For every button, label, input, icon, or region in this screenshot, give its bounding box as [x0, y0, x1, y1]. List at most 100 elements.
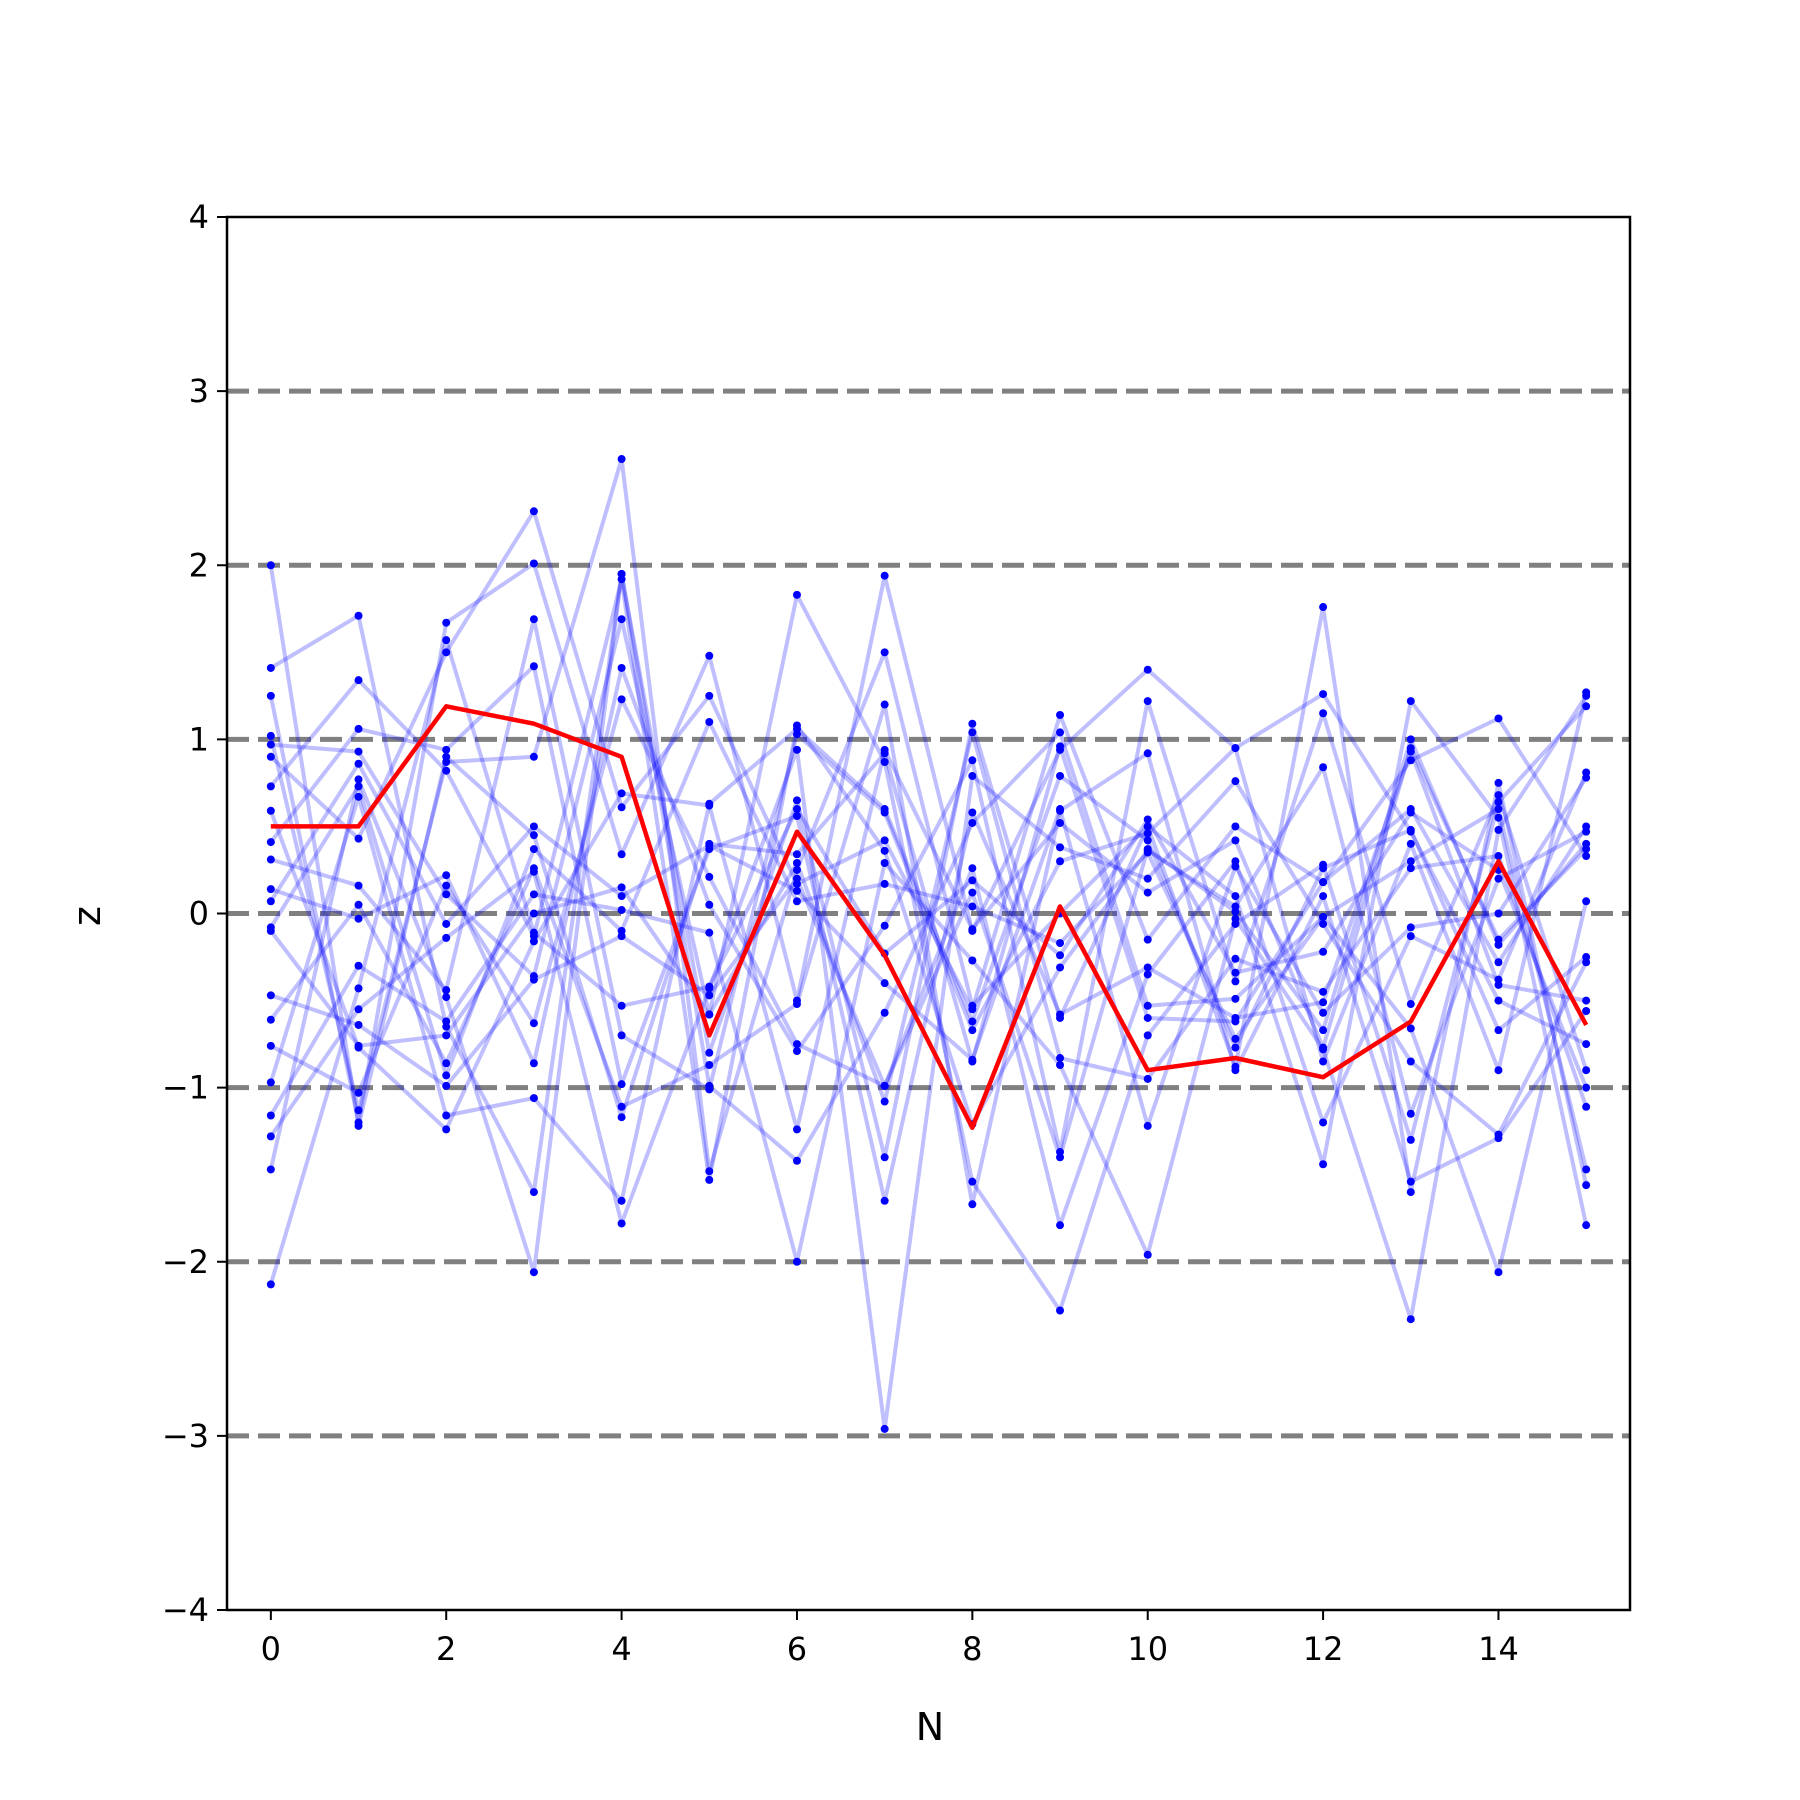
- data-point: [266, 663, 275, 672]
- data-point: [617, 789, 626, 798]
- data-point: [442, 648, 451, 657]
- data-point: [1319, 603, 1328, 612]
- data-point: [792, 1047, 801, 1056]
- highlight-line: [270, 704, 1589, 1130]
- data-point: [968, 771, 977, 780]
- data-point: [1582, 1221, 1591, 1230]
- data-point: [1582, 1007, 1591, 1016]
- data-point: [1319, 1026, 1328, 1035]
- data-point: [442, 1031, 451, 1040]
- data-point: [442, 986, 451, 995]
- data-point: [529, 822, 538, 831]
- data-point: [617, 695, 626, 704]
- x-tick-label: 10: [1127, 1630, 1168, 1668]
- data-point: [1056, 1054, 1065, 1063]
- series-line: [269, 761, 1588, 1128]
- data-point: [529, 662, 538, 671]
- data-point: [705, 900, 714, 909]
- data-point: [1143, 836, 1152, 845]
- data-point: [968, 902, 977, 911]
- data-point: [1231, 954, 1240, 963]
- data-point: [1319, 892, 1328, 901]
- data-point: [705, 841, 714, 850]
- data-point: [1056, 1221, 1065, 1230]
- data-point: [354, 834, 363, 843]
- series-line: [269, 509, 1588, 1012]
- data-point: [266, 926, 275, 935]
- data-point: [1494, 791, 1503, 800]
- data-point: [1056, 1153, 1065, 1162]
- data-point: [968, 888, 977, 897]
- data-point: [1582, 839, 1591, 848]
- data-point: [442, 1081, 451, 1090]
- data-point: [617, 1080, 626, 1089]
- data-point: [1056, 857, 1065, 866]
- series-line: [270, 592, 1588, 1313]
- data-point: [1143, 845, 1152, 854]
- data-point: [617, 906, 626, 915]
- data-point: [1231, 914, 1240, 923]
- data-point: [1143, 1013, 1152, 1022]
- data-point: [880, 1081, 889, 1090]
- x-tick-label: 0: [261, 1630, 281, 1668]
- data-point: [1231, 1043, 1240, 1052]
- data-point: [354, 984, 363, 993]
- series-line: [268, 457, 1589, 1226]
- data-point: [1406, 1057, 1415, 1066]
- data-point: [1143, 970, 1152, 979]
- series-line: [268, 726, 1588, 1203]
- data-point: [1231, 892, 1240, 901]
- data-point: [880, 805, 889, 814]
- data-point: [529, 1094, 538, 1103]
- series-line: [269, 697, 1588, 1160]
- data-point: [1143, 1250, 1152, 1259]
- data-point: [529, 845, 538, 854]
- data-point: [792, 805, 801, 814]
- data-point: [1056, 745, 1065, 754]
- data-point: [354, 1041, 363, 1050]
- data-point: [1143, 963, 1152, 972]
- data-point: [1406, 857, 1415, 866]
- data-point: [1143, 1031, 1152, 1040]
- data-point: [705, 1048, 714, 1057]
- data-point: [266, 1078, 275, 1087]
- series-line: [270, 771, 1589, 1228]
- data-point: [1231, 822, 1240, 831]
- data-point: [266, 1015, 275, 1024]
- data-point: [617, 455, 626, 464]
- data-point: [1582, 1181, 1591, 1190]
- data-point: [1319, 1045, 1328, 1054]
- data-point: [617, 1196, 626, 1205]
- data-point: [1406, 1177, 1415, 1186]
- data-point: [1143, 749, 1152, 758]
- data-point: [1319, 878, 1328, 887]
- x-axis-label: N: [916, 1705, 944, 1749]
- data-point: [792, 886, 801, 895]
- series-line: [269, 730, 1589, 1108]
- data-point: [266, 691, 275, 700]
- realization-series: [266, 455, 1591, 1433]
- data-point: [266, 855, 275, 864]
- x-tick-label: 2: [436, 1630, 456, 1668]
- data-point: [705, 651, 714, 660]
- data-point: [266, 1111, 275, 1120]
- data-point: [266, 885, 275, 894]
- data-point: [529, 867, 538, 876]
- data-point: [617, 663, 626, 672]
- data-point: [266, 731, 275, 740]
- data-point: [1319, 763, 1328, 772]
- data-point: [529, 1268, 538, 1277]
- data-point: [1143, 1001, 1152, 1010]
- data-point: [529, 507, 538, 516]
- data-point: [1406, 1024, 1415, 1033]
- data-point: [354, 914, 363, 923]
- data-point: [529, 975, 538, 984]
- data-point: [880, 836, 889, 845]
- data-point: [1319, 998, 1328, 1007]
- data-point: [617, 569, 626, 578]
- data-point: [442, 1111, 451, 1120]
- data-point: [529, 559, 538, 568]
- data-point: [968, 1177, 977, 1186]
- data-point: [1494, 805, 1503, 814]
- data-point: [442, 758, 451, 767]
